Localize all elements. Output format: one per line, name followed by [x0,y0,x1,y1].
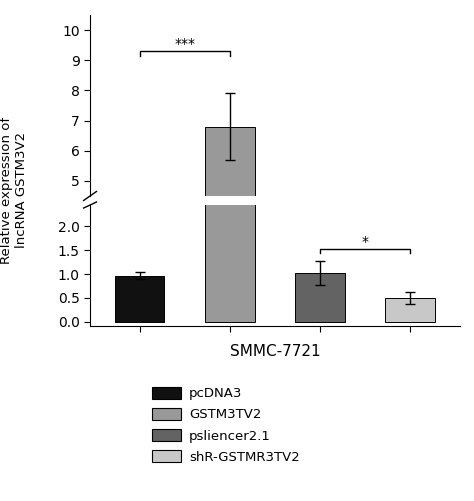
Bar [295,301,345,332]
X-axis label: SMMC-7721: SMMC-7721 [229,344,320,359]
Bar [115,303,164,332]
Bar [115,276,164,322]
Bar [205,0,255,322]
Text: *: * [362,235,369,249]
Bar [385,317,435,332]
Legend: pcDNA3, GSTM3TV2, psliencer2.1, shR-GSTMR3TV2: pcDNA3, GSTM3TV2, psliencer2.1, shR-GSTM… [152,387,300,463]
Bar [295,273,345,322]
Bar [205,127,255,332]
Bar [385,298,435,322]
Text: Relative expression of
lncRNA GSTM3V2: Relative expression of lncRNA GSTM3V2 [0,117,28,264]
Text: ***: *** [174,37,195,51]
